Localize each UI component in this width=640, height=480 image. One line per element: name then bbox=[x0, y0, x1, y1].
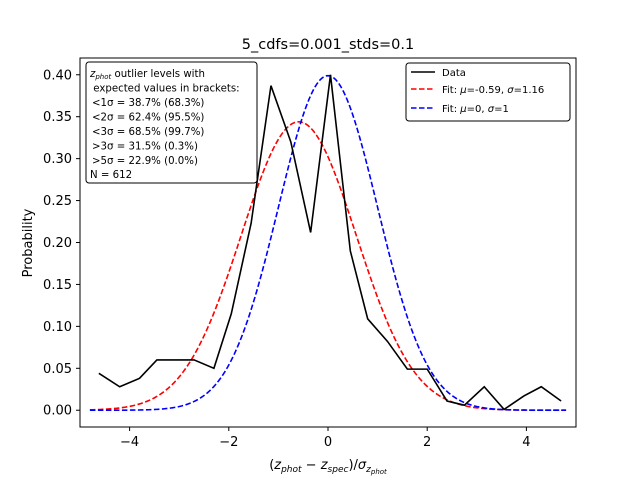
series-layer bbox=[89, 74, 567, 412]
legend-label-data: Data bbox=[442, 68, 466, 79]
x-tick-label: 4 bbox=[522, 435, 530, 450]
x-tick-label: −4 bbox=[120, 435, 139, 450]
y-tick-label: 0.15 bbox=[43, 278, 72, 293]
y-tick-label: 0.30 bbox=[43, 152, 72, 167]
info-line-3: <1σ = 38.7% (68.3%) bbox=[92, 98, 204, 109]
info-line-4: <2σ = 62.4% (95.5%) bbox=[92, 113, 204, 124]
legend-label-blue-fit: Fit: μ=0, σ=1 bbox=[442, 104, 509, 115]
y-tick-label: 0.20 bbox=[43, 236, 72, 251]
x-tick-label: −2 bbox=[219, 435, 238, 450]
info-line-2: expected values in brackets: bbox=[90, 84, 240, 95]
series-line-fit-2 bbox=[89, 74, 567, 412]
series-line-data bbox=[98, 74, 562, 411]
info-line-5: <3σ = 68.5% (99.7%) bbox=[92, 127, 204, 138]
y-tick-label: 0.25 bbox=[43, 194, 72, 209]
y-tick-label: 0.05 bbox=[43, 362, 72, 377]
info-line-8: N = 612 bbox=[90, 170, 132, 181]
info-line-7: >5σ = 22.9% (0.0%) bbox=[92, 156, 198, 167]
y-axis-label: Probability bbox=[21, 208, 36, 277]
x-axis-ticks: −4 −2 0 2 4 bbox=[120, 427, 531, 450]
y-tick-label: 0.35 bbox=[43, 110, 72, 125]
info-box: zphot outlier levels with expected value… bbox=[85, 61, 258, 184]
series-line-fit-1 bbox=[89, 121, 567, 412]
chart-title: 5_cdfs=0.001_stds=0.1 bbox=[242, 37, 414, 53]
info-box-frame bbox=[85, 61, 258, 184]
y-tick-label: 0.40 bbox=[43, 68, 72, 83]
info-line-6: >3σ = 31.5% (0.3%) bbox=[92, 142, 198, 153]
x-tick-label: 0 bbox=[324, 435, 332, 450]
legend: Data Fit: μ=-0.59, σ=1.16 Fit: μ=0, σ=1 bbox=[405, 62, 571, 122]
info-line-1: zphot outlier levels with bbox=[89, 69, 205, 81]
y-axis-ticks: 0.00 0.05 0.10 0.15 0.20 0.25 0.30 0.35 0.40 bbox=[43, 68, 80, 419]
x-tick-label: 2 bbox=[423, 435, 431, 450]
y-tick-label: 0.00 bbox=[43, 404, 72, 419]
legend-frame bbox=[405, 62, 571, 122]
legend-label-red-fit: Fit: μ=-0.59, σ=1.16 bbox=[442, 85, 544, 96]
y-tick-label: 0.10 bbox=[43, 320, 72, 335]
